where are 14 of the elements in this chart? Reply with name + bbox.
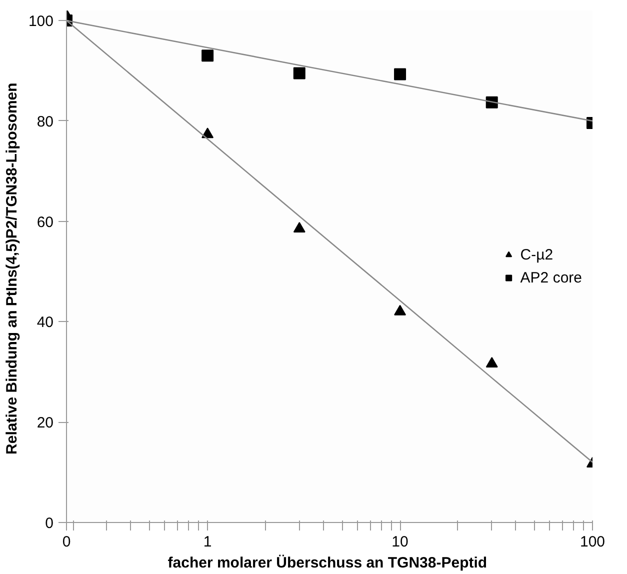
y-tick-label: 60 bbox=[36, 214, 54, 231]
legend-label: AP2 core bbox=[520, 269, 582, 286]
x-tick-label: 0 bbox=[62, 534, 71, 550]
x-tick-label: 10 bbox=[392, 534, 408, 550]
y-tick-label: 100 bbox=[28, 13, 54, 30]
x-axis-title: facher molarer Überschuss an TGN38-Peptid bbox=[168, 554, 488, 572]
x-tick-label: 1 bbox=[203, 534, 212, 550]
y-tick-label: 20 bbox=[36, 414, 54, 432]
y-tick-label: 40 bbox=[36, 314, 54, 332]
y-tick-label: 80 bbox=[36, 113, 54, 130]
y-axis-title: Relative Bindung an PtIns(4,5)P2/TGN38-Liposomen bbox=[3, 82, 20, 454]
legend-label: C-µ2 bbox=[520, 246, 554, 263]
x-tick-label: 100 bbox=[580, 534, 606, 550]
y-tick-label: 0 bbox=[45, 515, 54, 532]
